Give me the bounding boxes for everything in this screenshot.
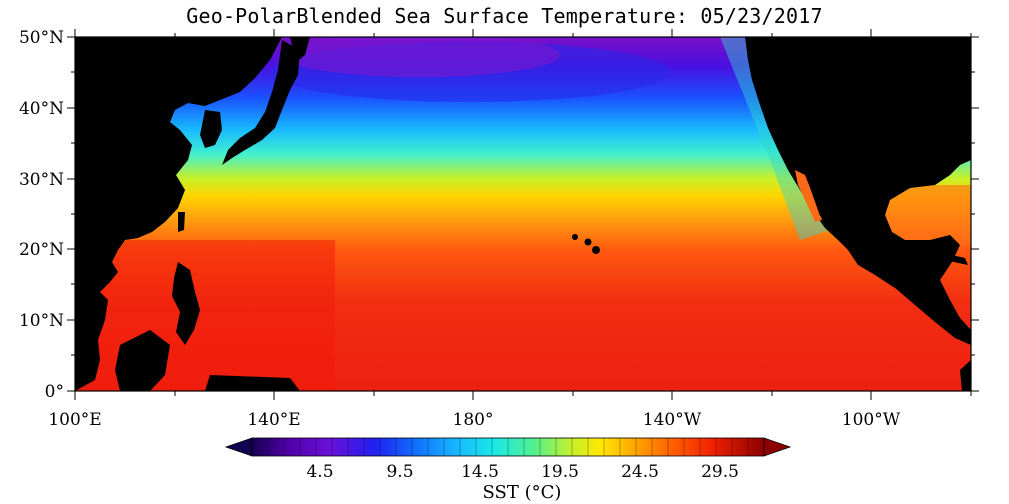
land-masses (75, 37, 971, 391)
lon-ticks (74, 29, 972, 400)
lat-label-0: 0° (45, 382, 64, 402)
lat-ticks (67, 36, 979, 392)
lat-labels: 50°N 40°N 30°N 20°N 10°N 0° (19, 28, 64, 402)
colorbar-tick-19-5: 19.5 (541, 462, 579, 482)
lon-label-140e: 140°E (247, 410, 300, 430)
lat-label-20n: 20°N (19, 240, 64, 260)
lon-label-140w: 140°W (643, 410, 702, 430)
north-america-land (745, 37, 971, 345)
lon-label-180: 180° (453, 410, 494, 430)
colorbar-title: SST (°C) (483, 482, 562, 503)
colorbar-high-arrow (763, 437, 792, 457)
colorbar-tick-9-5: 9.5 (386, 462, 413, 482)
korea-land (200, 110, 222, 148)
map-title: Geo-PolarBlended Sea Surface Temperature… (186, 4, 823, 28)
lat-label-10n: 10°N (19, 311, 64, 331)
philippines-land (172, 262, 200, 345)
lat-label-50n: 50°N (19, 28, 64, 48)
colorbar: 4.5 9.5 14.5 19.5 24.5 29.5 SST (°C) (224, 437, 792, 503)
lon-labels: 100°E 140°E 180° 140°W 100°W (48, 410, 900, 430)
lon-label-100e: 100°E (48, 410, 101, 430)
japan-land (222, 40, 300, 165)
asia-land (75, 37, 282, 300)
colorbar-tick-14-5: 14.5 (461, 462, 499, 482)
colorbar-tick-4-5: 4.5 (306, 462, 333, 482)
colorbar-tick-24-5: 24.5 (621, 462, 659, 482)
lon-label-100w: 100°W (842, 410, 901, 430)
colorbar-low-arrow (224, 437, 253, 457)
lat-label-30n: 30°N (19, 170, 64, 190)
lat-label-40n: 40°N (19, 99, 64, 119)
colorbar-tick-29-5: 29.5 (701, 462, 739, 482)
